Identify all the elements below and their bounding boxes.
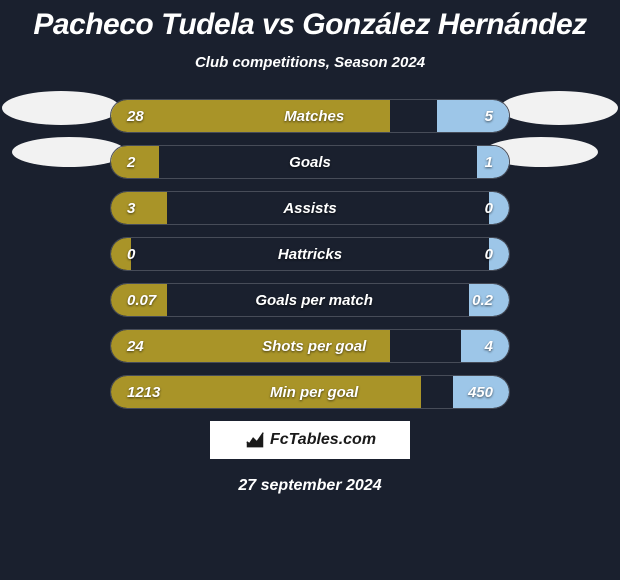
stat-row: 1213Min per goal450: [110, 375, 510, 409]
stats-wrapper: 28Matches52Goals13Assists00Hattricks00.0…: [0, 99, 620, 409]
stat-value-left: 0: [111, 246, 135, 263]
comparison-card: Pacheco Tudela vs González Hernández Clu…: [0, 0, 620, 580]
source-badge: FcTables.com: [210, 421, 410, 459]
stat-value-right: 0: [485, 200, 509, 217]
chart-growth-icon: [244, 429, 266, 451]
stat-row: 0Hattricks0: [110, 237, 510, 271]
stat-value-right: 0.2: [472, 292, 509, 309]
stat-row: 2Goals1: [110, 145, 510, 179]
stat-label: Goals: [135, 154, 484, 171]
stat-value-right: 0: [485, 246, 509, 263]
stat-value-right: 1: [485, 154, 509, 171]
stat-label: Goals per match: [156, 292, 472, 309]
stat-label: Matches: [144, 108, 485, 125]
stat-value-left: 28: [111, 108, 144, 125]
stat-row: 24Shots per goal4: [110, 329, 510, 363]
page-title: Pacheco Tudela vs González Hernández: [0, 8, 620, 42]
stat-label: Min per goal: [160, 384, 468, 401]
stat-label: Hattricks: [135, 246, 484, 263]
stat-value-right: 4: [485, 338, 509, 355]
player-left-photo-placeholder: [2, 91, 120, 125]
stat-label: Assists: [135, 200, 484, 217]
season-subtitle: Club competitions, Season 2024: [0, 54, 620, 71]
stat-label: Shots per goal: [144, 338, 485, 355]
stat-value-right: 5: [485, 108, 509, 125]
stat-value-left: 3: [111, 200, 135, 217]
stat-value-left: 24: [111, 338, 144, 355]
stat-row: 3Assists0: [110, 191, 510, 225]
stat-value-right: 450: [468, 384, 509, 401]
source-badge-text: FcTables.com: [270, 431, 376, 449]
stat-row: 28Matches5: [110, 99, 510, 133]
stat-row: 0.07Goals per match0.2: [110, 283, 510, 317]
snapshot-date: 27 september 2024: [0, 477, 620, 495]
stat-value-left: 0.07: [111, 292, 156, 309]
player-right-photo-placeholder: [500, 91, 618, 125]
stat-value-left: 2: [111, 154, 135, 171]
player-left-photo-placeholder-2: [12, 137, 126, 167]
stat-value-left: 1213: [111, 384, 160, 401]
stats-rows: 28Matches52Goals13Assists00Hattricks00.0…: [110, 99, 510, 409]
